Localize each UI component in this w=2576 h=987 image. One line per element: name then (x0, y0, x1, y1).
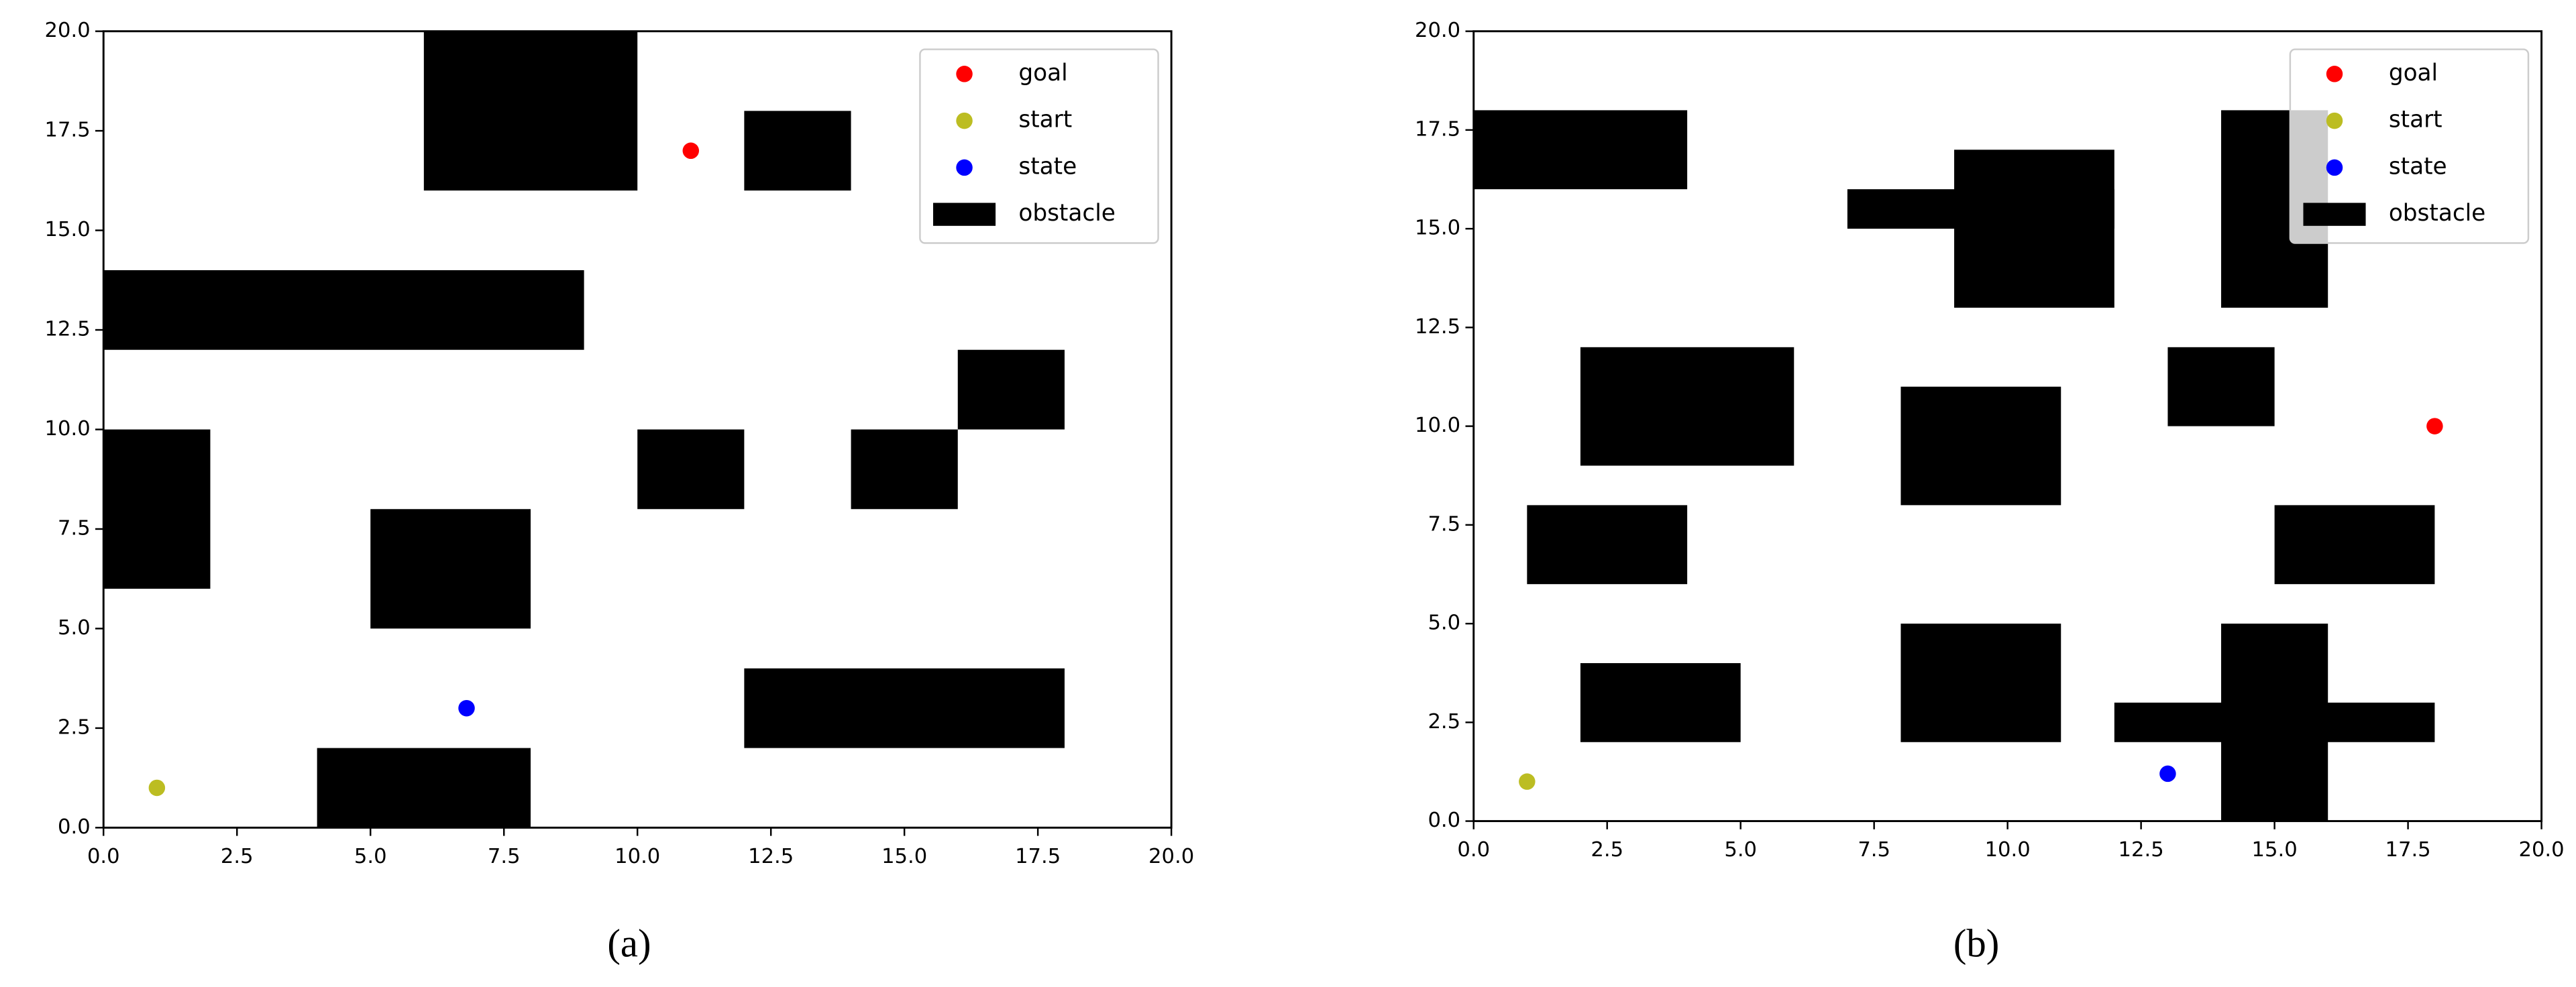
y-tick-label: 20.0 (45, 19, 91, 42)
point (682, 142, 700, 160)
y-tick-label: 2.5 (1428, 710, 1460, 734)
legend-label: obstacle (2389, 200, 2485, 227)
legend-swatch (2303, 202, 2366, 226)
obstacle (103, 429, 211, 589)
y-tick-label: 5.0 (1428, 612, 1460, 635)
y-tick-label: 17.5 (1415, 117, 1460, 141)
x-tick-label: 5.0 (1724, 838, 1757, 862)
y-tick-label: 15.0 (45, 218, 91, 241)
x-tick-label: 15.0 (881, 845, 927, 868)
x-tick-label: 15.0 (2252, 838, 2298, 862)
legend-swatch (2326, 159, 2343, 176)
obstacle (744, 668, 1065, 748)
x-tick-label: 20.0 (1148, 845, 1194, 868)
legend-swatch (2326, 66, 2343, 82)
x-tick-label: 5.0 (354, 845, 387, 868)
obstacle (1473, 110, 1688, 190)
y-tick-label: 12.5 (1415, 315, 1460, 339)
legend-swatch (956, 159, 973, 176)
chart: 0.0 2.5 5.0 7.5 10.0 12.5 15.0 17.5 20.0 0.0 2.5 5.… (45, 19, 1195, 966)
chart: 0.0 2.5 5.0 7.5 10.0 12.5 15.0 17.5 20.0 0.0 2.5 5.… (1415, 19, 2565, 966)
x-tick-label: 7.5 (1858, 838, 1890, 862)
obstacle (1954, 150, 2114, 308)
obstacle (103, 270, 584, 350)
obstacle (1900, 386, 2061, 506)
obstacle (637, 429, 745, 510)
y-tick-label: 0.0 (1428, 809, 1460, 832)
legend-swatch (2326, 112, 2343, 129)
x-tick-label: 12.5 (748, 845, 794, 868)
legend-label: state (2389, 153, 2447, 180)
point (1519, 773, 1536, 790)
caption: (b) (1953, 922, 2000, 966)
point (458, 699, 475, 717)
legend-label: obstacle (1018, 200, 1115, 227)
obstacle (423, 31, 638, 191)
y-tick-label: 10.0 (45, 417, 91, 441)
x-tick-label: 12.5 (2118, 838, 2164, 862)
caption: (a) (607, 922, 651, 966)
obstacle (317, 748, 531, 828)
legend-label: state (1018, 153, 1077, 180)
legend: goal start state obstacle (2289, 48, 2530, 244)
x-tick-label: 0.0 (87, 845, 120, 868)
obstacle (1580, 662, 1741, 742)
y-tick-label: 17.5 (45, 119, 91, 142)
y-tick-label: 10.0 (1415, 414, 1460, 437)
obstacle (2167, 347, 2275, 426)
x-tick-label: 10.0 (1985, 838, 2031, 862)
point (148, 779, 166, 797)
y-tick-label: 15.0 (1415, 217, 1460, 240)
x-tick-label: 7.5 (488, 845, 521, 868)
obstacle (2274, 505, 2435, 585)
obstacle (2114, 702, 2435, 742)
x-tick-label: 0.0 (1457, 838, 1490, 862)
point (2159, 765, 2176, 782)
obstacle (851, 429, 958, 510)
y-tick-label: 5.0 (58, 616, 91, 640)
y-tick-label: 7.5 (1428, 512, 1460, 536)
legend-swatch (956, 66, 973, 82)
obstacle (1580, 347, 1794, 466)
obstacle (744, 111, 851, 191)
legend-label: goal (2389, 60, 2438, 86)
x-tick-label: 2.5 (1591, 838, 1623, 862)
point (2426, 418, 2443, 434)
legend-box (919, 48, 1159, 244)
obstacle (1900, 624, 2061, 742)
legend: goal start state obstacle (919, 48, 1159, 244)
y-tick-label: 12.5 (45, 318, 91, 341)
x-tick-label: 20.0 (2518, 838, 2564, 862)
x-tick-label: 10.0 (614, 845, 660, 868)
legend-swatch (956, 112, 973, 129)
y-tick-label: 2.5 (58, 715, 91, 739)
legend-label: start (2389, 107, 2443, 133)
obstacle (957, 349, 1065, 430)
x-tick-label: 17.5 (1015, 845, 1061, 868)
x-tick-label: 2.5 (221, 845, 254, 868)
legend-label: start (1018, 107, 1072, 133)
obstacle (1527, 505, 1688, 585)
y-tick-label: 0.0 (58, 815, 91, 839)
y-tick-label: 7.5 (58, 516, 91, 540)
plot-frame (102, 30, 1173, 829)
legend-swatch (933, 202, 996, 226)
y-tick-label: 20.0 (1415, 19, 1460, 42)
legend-box (2289, 48, 2530, 244)
legend-label: goal (1018, 60, 1067, 86)
x-tick-label: 17.5 (2385, 838, 2431, 862)
obstacle (370, 509, 531, 629)
